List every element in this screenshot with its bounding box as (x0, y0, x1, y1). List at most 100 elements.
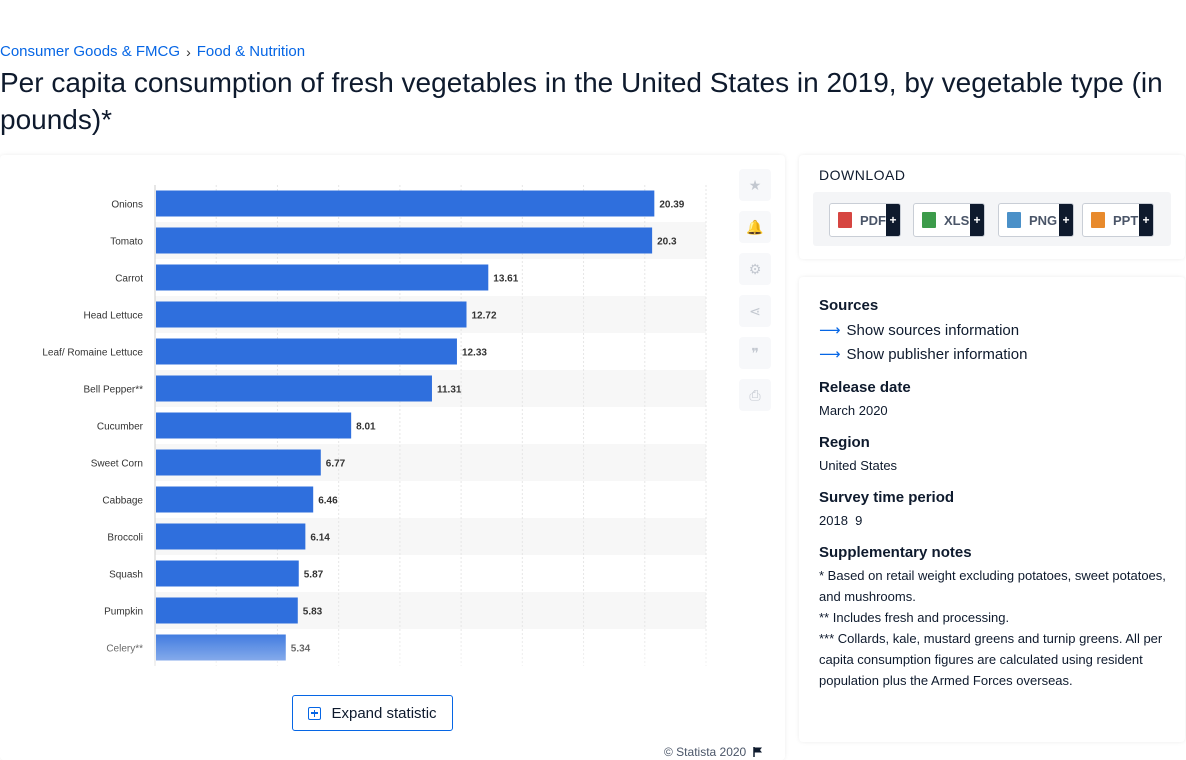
xls-file-icon (922, 212, 936, 228)
expand-statistic-label: Expand statistic (331, 704, 437, 722)
category-label: Broccoli (107, 533, 143, 544)
data-label: 12.72 (471, 311, 496, 322)
category-label: Sweet Corn (91, 459, 143, 470)
favorite-icon: ★ (748, 176, 762, 193)
bar-broccoli (156, 523, 306, 550)
download-png-button[interactable]: PNG + (998, 203, 1074, 237)
note-2: ** Includes fresh and processing. (819, 610, 1010, 625)
category-label: Cucumber (97, 422, 144, 433)
show-sources-label: Show sources information (846, 321, 1020, 339)
breadcrumb-item-consumer-goods[interactable]: Consumer Goods & FMCG (0, 43, 181, 60)
download-pdf-button[interactable]: PDF + (829, 203, 901, 237)
plus-icon: + (1139, 204, 1153, 236)
region-title: Region (819, 434, 870, 451)
bar-carrot (156, 264, 489, 291)
bar-squash (156, 560, 299, 587)
print-icon: ⎙ (749, 386, 761, 403)
bar-cabbage (156, 486, 314, 513)
copyright-text: © Statista 2020 (664, 745, 747, 759)
show-publisher-link[interactable]: ⟶ Show publisher information (819, 345, 1028, 364)
show-sources-link[interactable]: ⟶ Show sources information (819, 321, 1020, 340)
data-label: 11.31 (437, 385, 462, 396)
arrow-right-icon: ⟶ (819, 346, 841, 363)
note-3: *** Collards, kale, mustard greens and t… (819, 631, 1163, 688)
category-label: Tomato (110, 237, 143, 248)
category-label: Squash (109, 570, 143, 581)
download-buttons: PDF + XLS + PNG + PPT + (813, 192, 1171, 246)
survey-period-value: 2018 9 (819, 513, 863, 528)
data-label: 13.61 (493, 274, 518, 285)
bar-sweet-corn (156, 449, 321, 476)
category-label: Onions (111, 200, 143, 211)
data-label: 8.01 (356, 422, 376, 433)
download-ppt-button[interactable]: PPT + (1082, 203, 1154, 237)
flag-icon[interactable] (752, 746, 764, 758)
bar-leaf-romaine-lettuce (156, 338, 457, 365)
breadcrumb: Consumer Goods & FMCG › Food & Nutrition (0, 43, 305, 60)
note-1: * Based on retail weight excluding potat… (819, 568, 1166, 604)
download-pdf-label: PDF (860, 212, 886, 228)
pdf-file-icon (838, 212, 852, 228)
bar-bell-pepper (156, 375, 432, 402)
category-label: Cabbage (102, 496, 143, 507)
notification-icon: 🔔 (746, 218, 764, 235)
cite-button[interactable]: ❞ (739, 337, 771, 369)
breadcrumb-separator: › (186, 43, 191, 60)
show-publisher-label: Show publisher information (846, 345, 1028, 363)
download-png-label: PNG (1029, 212, 1058, 228)
download-title: DOWNLOAD (819, 167, 906, 183)
sources-title: Sources (819, 297, 879, 314)
favorite-button[interactable]: ★ (739, 169, 771, 201)
breadcrumb-item-food-nutrition[interactable]: Food & Nutrition (196, 43, 306, 60)
copyright: © Statista 2020 (664, 745, 764, 759)
category-label: Pumpkin (104, 607, 143, 618)
category-label: Carrot (115, 274, 143, 285)
data-label: 12.33 (462, 348, 487, 359)
data-label: 20.3 (657, 237, 677, 248)
download-xls-button[interactable]: XLS + (913, 203, 985, 237)
category-label: Leaf/ Romaine Lettuce (42, 348, 143, 359)
expand-statistic-button[interactable]: Expand statistic (292, 695, 453, 731)
download-ppt-label: PPT (1113, 212, 1139, 228)
plus-icon: + (1059, 204, 1073, 236)
data-label: 6.77 (326, 459, 346, 470)
cite-icon: ❞ (751, 344, 759, 361)
bar-head-lettuce (156, 301, 467, 328)
chart-tools: ★ 🔔 ⚙ ⋖ ❞ ⎙ (739, 169, 771, 411)
ppt-file-icon (1091, 212, 1105, 228)
release-date-value: March 2020 (819, 403, 888, 418)
share-button[interactable]: ⋖ (739, 295, 771, 327)
arrow-right-icon: ⟶ (819, 322, 841, 339)
bar-chart: 20.39 Onions 20.3 Tomato 13.61 Carrot 12.72 Hea… (0, 185, 785, 760)
expand-icon (308, 706, 322, 720)
info-card: Sources ⟶ Show sources information ⟶ Sho… (799, 277, 1185, 742)
bar-tomato (156, 227, 653, 254)
chart-card: 20.39 Onions 20.3 Tomato 13.61 Carrot 12.72 Hea… (0, 155, 785, 760)
share-icon: ⋖ (749, 302, 761, 319)
bar-onions (156, 190, 655, 217)
data-label: 20.39 (659, 200, 684, 211)
download-xls-label: XLS (944, 212, 970, 228)
region-value: United States (819, 458, 898, 473)
bar-cucumber (156, 412, 352, 439)
data-label: 5.83 (303, 607, 323, 618)
print-button[interactable]: ⎙ (739, 379, 771, 411)
category-label: Bell Pepper** (84, 385, 144, 396)
data-label: 5.87 (304, 570, 324, 581)
survey-period-title: Survey time period (819, 489, 955, 506)
settings-button[interactable]: ⚙ (739, 253, 771, 285)
release-date-title: Release date (819, 379, 911, 396)
plus-icon: + (886, 204, 900, 236)
category-label: Head Lettuce (84, 311, 144, 322)
page-title: Per capita consumption of fresh vegetabl… (0, 67, 1163, 135)
notification-button[interactable]: 🔔 (739, 211, 771, 243)
plus-icon: + (970, 204, 984, 236)
chart-fade-overlay (0, 627, 785, 760)
data-label: 6.14 (310, 533, 330, 544)
settings-icon: ⚙ (748, 260, 762, 277)
supplementary-notes: * Based on retail weight excluding potat… (819, 565, 1169, 691)
bar-pumpkin (156, 597, 298, 624)
supplementary-notes-title: Supplementary notes (819, 544, 972, 561)
data-label: 6.46 (318, 496, 338, 507)
png-file-icon (1007, 212, 1021, 228)
